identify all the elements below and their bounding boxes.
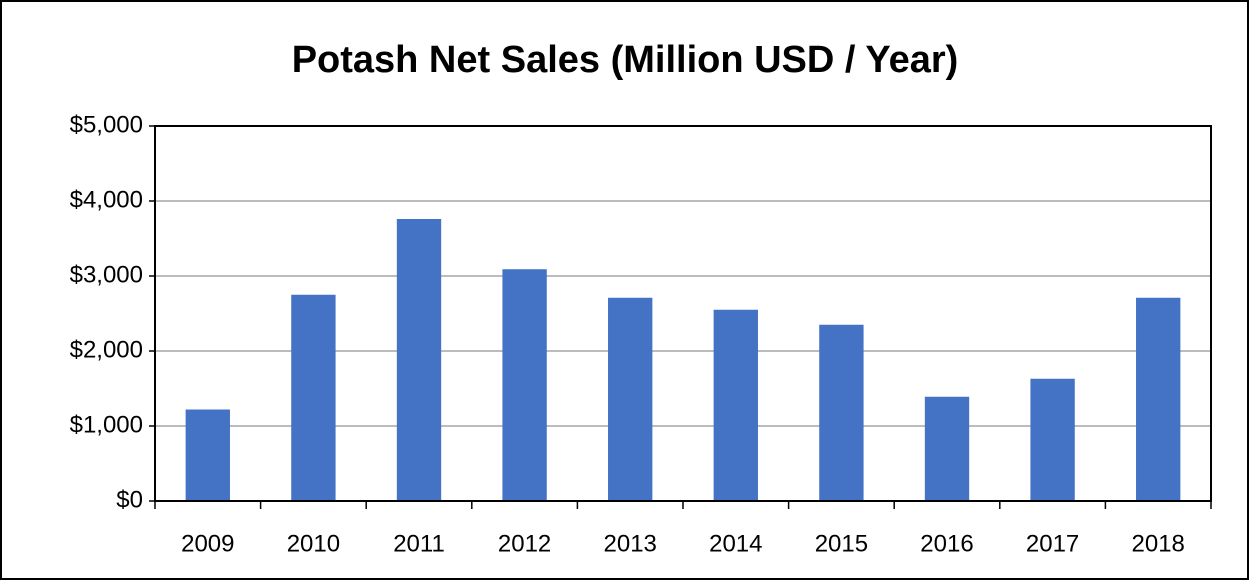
x-tick-label: 2014 (709, 530, 762, 557)
bar (502, 269, 547, 501)
y-tick-label: $0 (116, 486, 143, 513)
x-tick-label: 2015 (815, 530, 868, 557)
bar (1030, 378, 1075, 501)
x-tick-label: 2017 (1026, 530, 1079, 557)
bar (608, 297, 653, 501)
bar (396, 219, 442, 501)
x-tick-label: 2018 (1132, 530, 1185, 557)
bar (185, 409, 230, 501)
x-tick-label: 2011 (393, 530, 445, 557)
x-tick-label: 2013 (604, 530, 657, 557)
x-tick-label: 2009 (181, 530, 234, 557)
y-tick-label: $3,000 (70, 261, 143, 288)
bar (713, 309, 758, 501)
y-tick-label: $5,000 (70, 111, 143, 138)
bar (291, 294, 336, 501)
bar (924, 396, 970, 501)
x-tick-label: 2010 (287, 530, 340, 557)
x-tick-label: 2016 (920, 530, 973, 557)
bar (1136, 297, 1181, 501)
bar (819, 324, 864, 501)
y-tick-label: $1,000 (70, 411, 143, 438)
plot-border (154, 125, 1212, 502)
y-tick-label: $2,000 (70, 336, 143, 363)
y-tick-label: $4,000 (70, 186, 143, 213)
chart-title: Potash Net Sales (Million USD / Year) (292, 39, 959, 81)
x-tick-label: 2012 (498, 530, 551, 557)
